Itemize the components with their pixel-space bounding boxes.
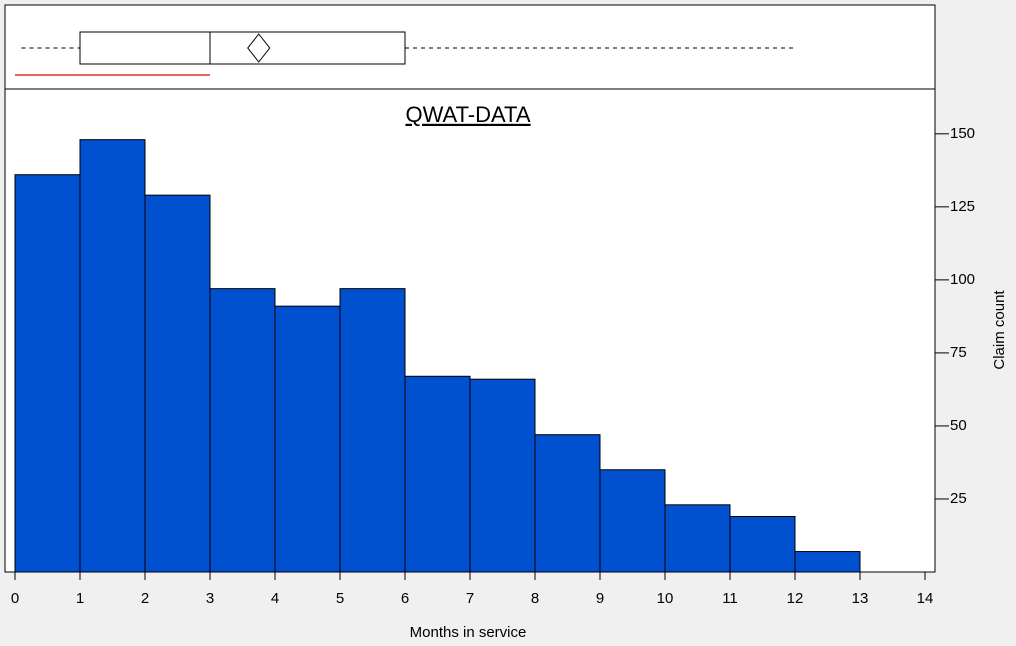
bar <box>794 551 861 573</box>
x-tick-label: 7 <box>466 590 474 607</box>
x-tick-label: 8 <box>531 590 539 607</box>
x-tick-label: 1 <box>76 590 84 607</box>
bar <box>14 174 81 573</box>
mean-marker <box>247 33 271 63</box>
bar <box>404 375 471 573</box>
x-tick-label: 2 <box>141 590 149 607</box>
x-tick-label: 4 <box>271 590 279 607</box>
x-tick-label: 14 <box>917 590 934 607</box>
x-tick-label: 6 <box>401 590 409 607</box>
bar <box>144 194 211 573</box>
x-tick-label: 10 <box>657 590 674 607</box>
bar <box>274 305 341 573</box>
bar <box>339 288 406 573</box>
bar <box>599 469 666 573</box>
bar <box>664 504 731 573</box>
bar <box>534 434 601 573</box>
chart-title: QWAT-DATA <box>405 102 530 127</box>
x-tick-label: 12 <box>787 590 804 607</box>
bar <box>729 515 796 573</box>
y-tick-label: 100 <box>950 271 975 288</box>
y-axis-label: Claim count <box>991 290 1008 370</box>
bar <box>209 288 276 573</box>
x-tick-label: 0 <box>11 590 19 607</box>
x-tick-label: 5 <box>336 590 344 607</box>
y-tick-label: 150 <box>950 125 975 142</box>
x-tick-label: 11 <box>722 590 738 607</box>
bar <box>469 378 536 573</box>
y-tick-label: 25 <box>950 490 967 507</box>
x-tick-label: 3 <box>206 590 214 607</box>
x-tick-label: 9 <box>596 590 604 607</box>
y-tick-label: 125 <box>950 198 975 215</box>
y-tick-label: 75 <box>950 344 967 361</box>
y-tick-label: 50 <box>950 417 967 434</box>
x-axis-label: Months in service <box>410 624 527 641</box>
x-tick-label: 13 <box>852 590 869 607</box>
bar <box>79 139 146 573</box>
box <box>79 31 406 65</box>
